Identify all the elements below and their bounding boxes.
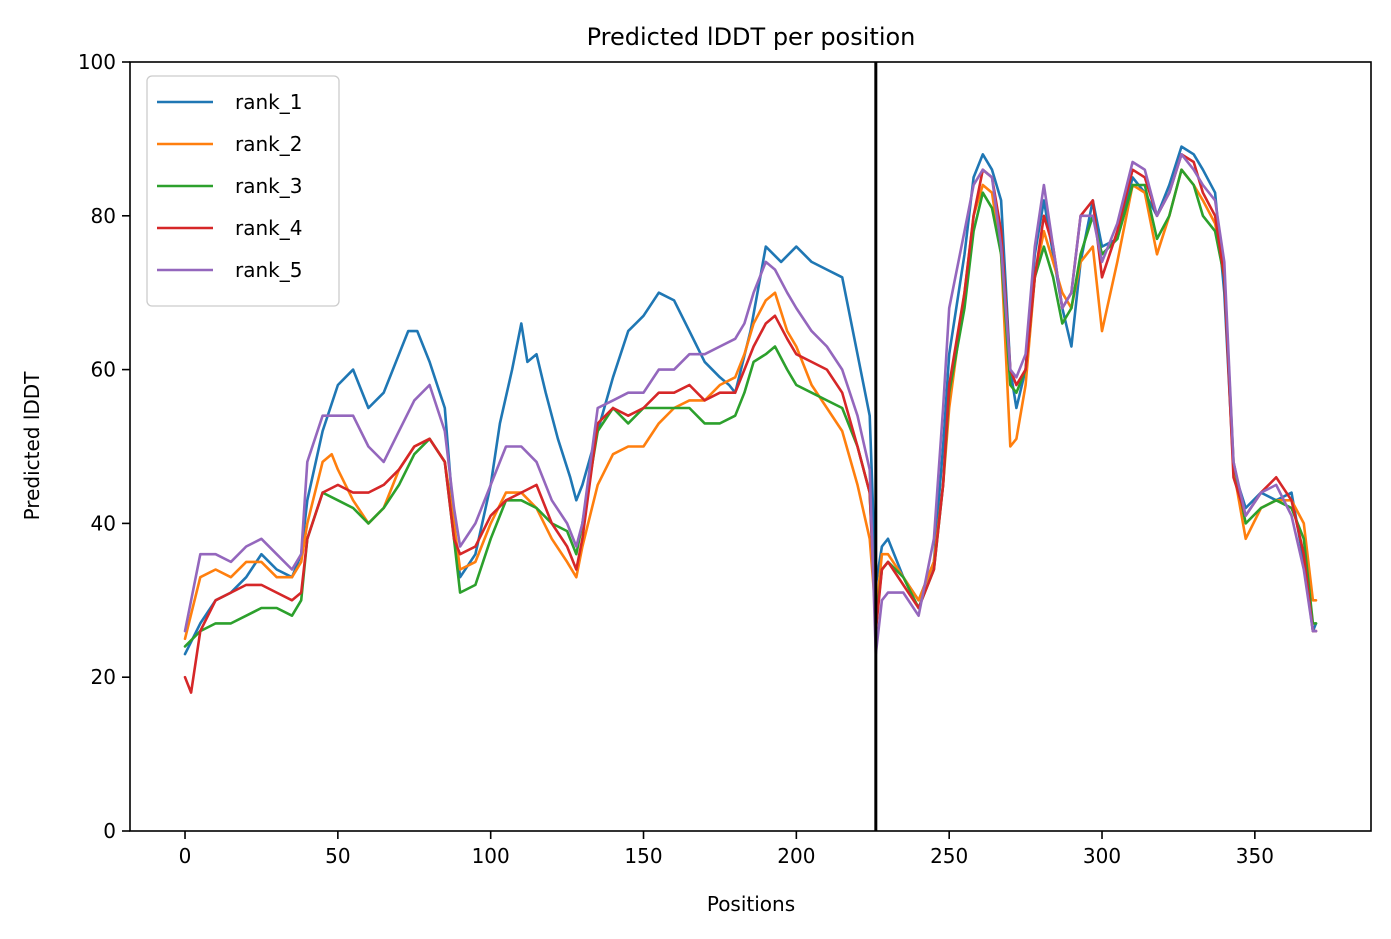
series-line-rank-1 (183, 145, 1318, 656)
legend-label: rank_3 (235, 174, 302, 198)
x-axis-title: Positions (707, 892, 795, 916)
series-line-rank-3 (183, 168, 1318, 648)
legend-box (146, 75, 340, 307)
x-tick-label: 200 (777, 844, 815, 868)
y-tick-label: 20 (91, 665, 116, 689)
legend-label: rank_4 (235, 216, 302, 240)
series-line-rank-5 (183, 153, 1318, 656)
series-line-rank-2 (183, 168, 1318, 641)
x-tick-label: 0 (179, 844, 192, 868)
y-axis: 0 20 40 60 80 100 (78, 50, 130, 843)
y-tick-label: 100 (78, 50, 116, 74)
plot-frame (129, 61, 1372, 832)
series-line-rank-4 (183, 153, 1318, 694)
y-tick-label: 0 (103, 819, 116, 843)
x-tick-label: 100 (472, 844, 510, 868)
chart-title: Predicted lDDT per position (587, 23, 916, 51)
series-layer (183, 145, 1318, 694)
legend-label: rank_1 (235, 90, 302, 114)
x-tick-label: 50 (325, 844, 350, 868)
x-tick-label: 350 (1236, 844, 1274, 868)
legend: rank_1 rank_2 rank_3 rank_4 rank_5 (146, 75, 340, 307)
legend-label: rank_5 (235, 258, 302, 282)
y-tick-label: 80 (91, 204, 116, 228)
x-tick-label: 300 (1083, 844, 1121, 868)
y-tick-label: 60 (91, 358, 116, 382)
x-tick-label: 150 (624, 844, 662, 868)
x-axis: 0 50 100 150 200 250 300 350 (179, 831, 1274, 868)
legend-label: rank_2 (235, 132, 302, 156)
y-tick-label: 40 (91, 511, 116, 535)
y-axis-title: Predicted lDDT (20, 371, 44, 521)
x-tick-label: 250 (930, 844, 968, 868)
